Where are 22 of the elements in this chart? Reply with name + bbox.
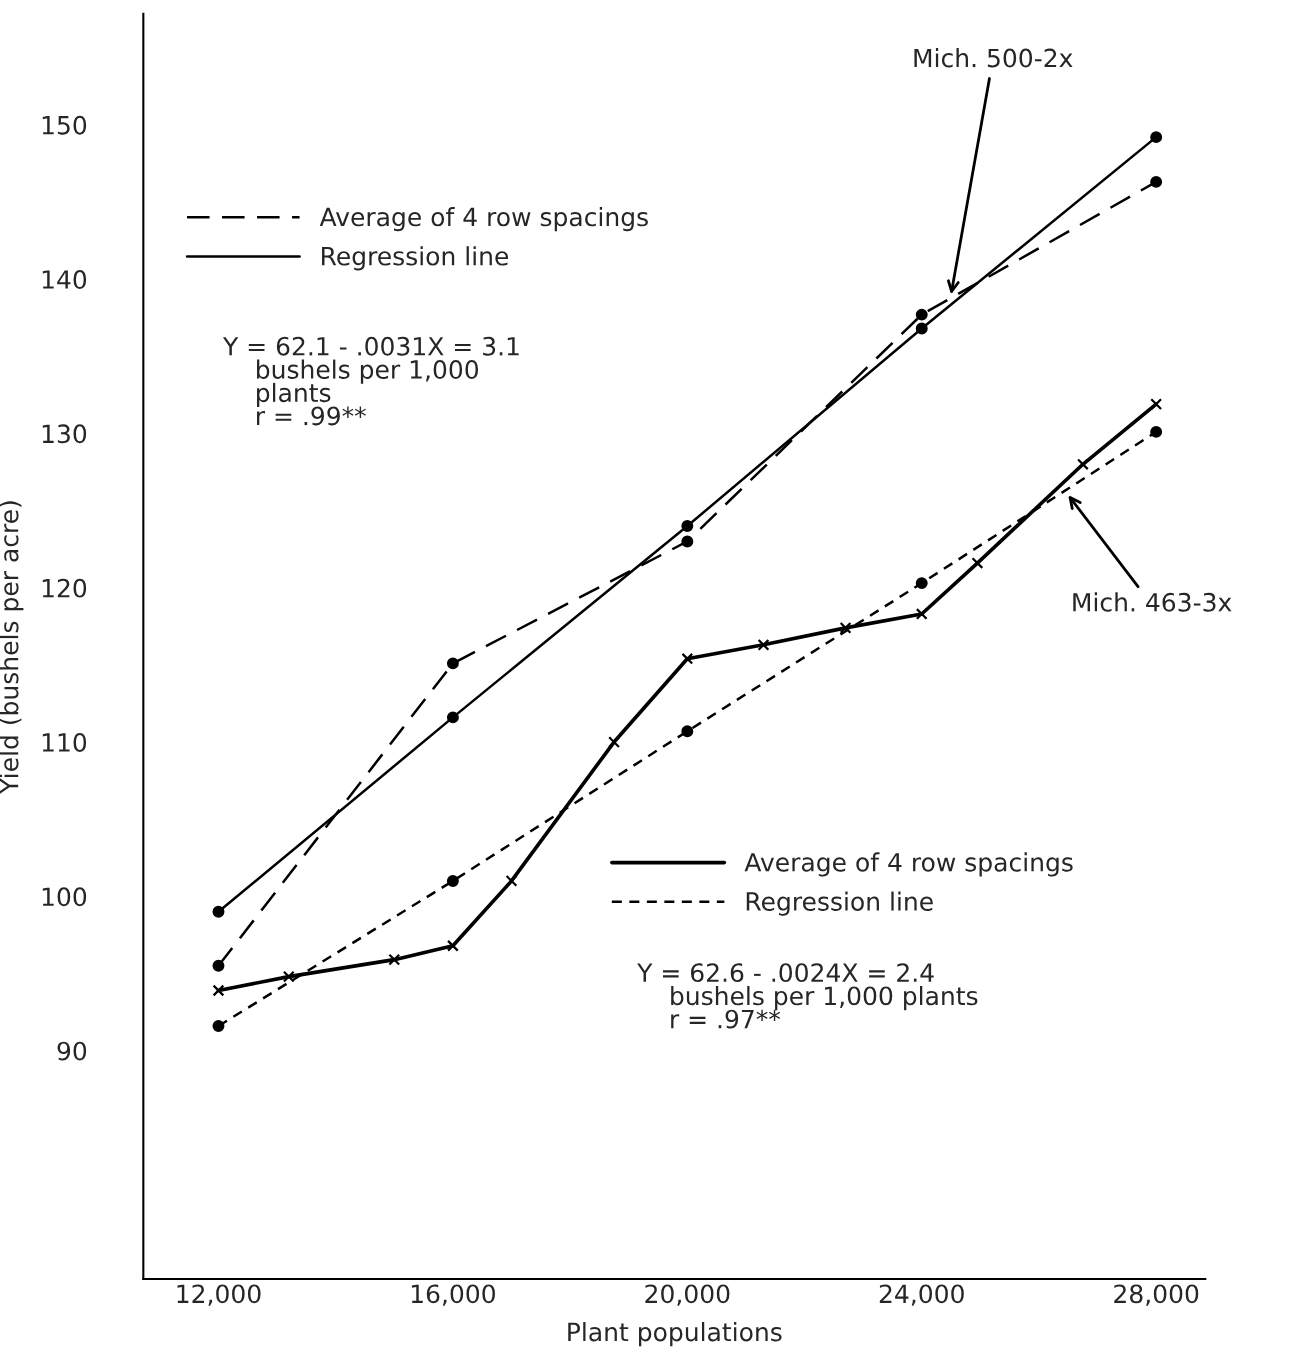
y-tick-label: 150 xyxy=(42,115,87,135)
x-tick-label: 24,000 xyxy=(879,1284,964,1306)
x-tick-label: 28,000 xyxy=(1114,1284,1199,1306)
x-tick-label: 20,000 xyxy=(645,1284,730,1306)
x-tick-label: 12,000 xyxy=(177,1284,261,1306)
annotation: Y = 62.1 - .0031X = 3.1 bushels per 1,000 plants r = .99** xyxy=(222,336,519,426)
x-tick-label: 16,000 xyxy=(411,1284,495,1306)
annotation: Y = 62.6 - .0024X = 2.4 bushels per 1,000 plants r = .97** xyxy=(637,963,978,1029)
legend-label: Regression line xyxy=(746,891,933,916)
annotation: Mich. 500-2x xyxy=(914,48,1073,68)
annotation: Mich. 463-3x xyxy=(1073,592,1232,612)
y-tick-label: 130 xyxy=(42,424,87,444)
legend-label: Average of 4 row spacings xyxy=(319,207,648,232)
y-axis-title: Yield (bushels per acre) xyxy=(0,501,24,794)
y-tick-label: 110 xyxy=(42,733,87,752)
y-tick-label: 100 xyxy=(42,887,87,907)
y-tick-label: 120 xyxy=(42,578,87,598)
legend-label: Regression line xyxy=(322,246,509,271)
legend-label: Average of 4 row spacings xyxy=(744,852,1073,877)
y-tick-label: 140 xyxy=(42,270,87,289)
x-axis-title: Plant populations xyxy=(568,1322,782,1347)
y-tick-label: 90 xyxy=(57,1041,87,1061)
